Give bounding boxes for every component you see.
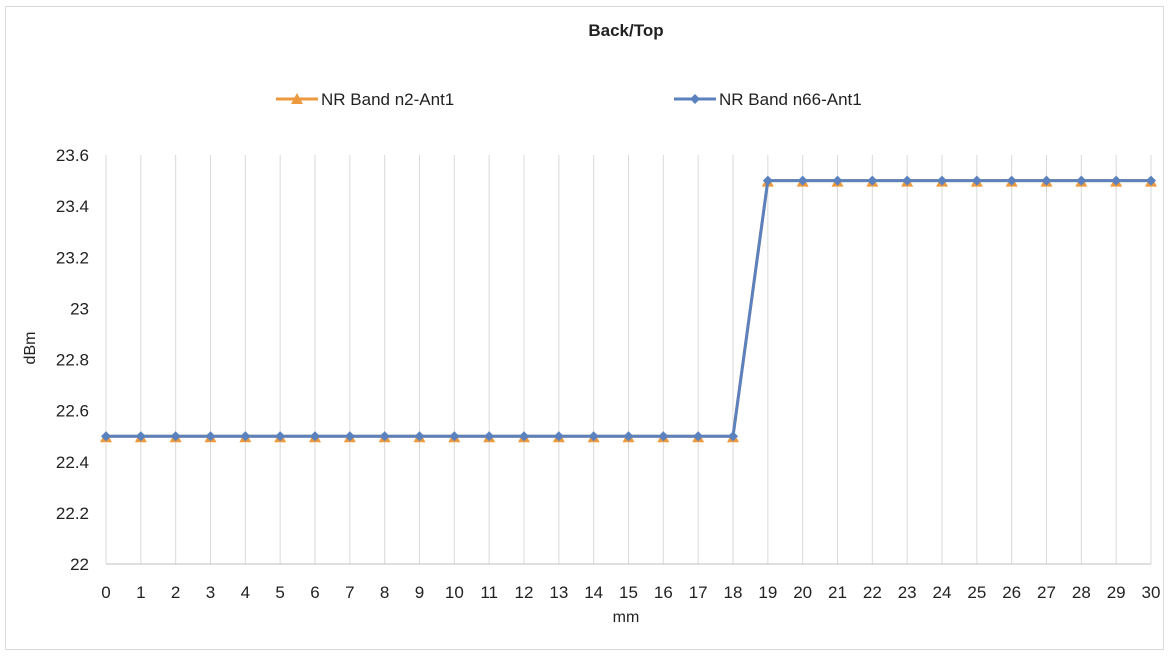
x-tick-label: 23 — [898, 583, 917, 602]
data-point — [971, 175, 982, 186]
x-tick-label: 8 — [380, 583, 389, 602]
data-point — [275, 431, 286, 442]
data-point — [762, 175, 773, 186]
chart-title: Back/Top — [588, 21, 663, 40]
data-point — [623, 431, 634, 442]
series-layer — [100, 175, 1157, 443]
data-point — [1076, 175, 1087, 186]
series-1 — [101, 175, 1156, 442]
x-tick-label: 17 — [689, 583, 708, 602]
x-tick-label: 0 — [101, 583, 110, 602]
data-point — [101, 431, 111, 442]
data-point — [728, 431, 738, 442]
data-point — [344, 431, 355, 442]
x-tick-label: 26 — [1002, 583, 1021, 602]
x-tick-label: 5 — [275, 583, 284, 602]
x-tick-label: 24 — [933, 583, 952, 602]
x-tick-label: 14 — [584, 583, 603, 602]
x-tick-label: 1 — [136, 583, 145, 602]
x-tick-label: 16 — [654, 583, 673, 602]
data-point — [449, 431, 460, 442]
legend-item-n2[interactable]: NR Band n2-Ant1 — [276, 90, 454, 109]
y-tick-labels: 22 22.2 22.4 22.6 22.8 23 23.2 23.4 23.6 — [56, 146, 89, 574]
data-point — [414, 431, 425, 442]
data-point — [240, 431, 251, 442]
x-tick-label: 11 — [480, 583, 498, 602]
y-tick-label: 22.2 — [56, 504, 89, 523]
y-tick-label: 23.6 — [56, 146, 89, 165]
x-tick-label: 25 — [967, 583, 986, 602]
x-tick-label: 6 — [310, 583, 319, 602]
data-point — [553, 431, 564, 442]
data-point — [693, 431, 704, 442]
data-point — [658, 431, 669, 442]
data-point — [588, 431, 599, 442]
legend-item-n66[interactable]: NR Band n66-Ant1 — [674, 90, 862, 109]
y-tick-label: 23 — [70, 299, 89, 318]
x-tick-label: 9 — [415, 583, 424, 602]
y-tick-label: 22 — [70, 555, 89, 574]
legend: NR Band n2-Ant1 NR Band n66-Ant1 — [276, 90, 862, 109]
data-point — [902, 175, 913, 186]
x-tick-label: 27 — [1037, 583, 1056, 602]
x-tick-labels: 0 1 2 3 4 5 6 7 8 9 10 11 12 13 14 15 16 17 18 19 20 21 22 23 24… — [101, 583, 1160, 602]
x-tick-label: 12 — [515, 583, 534, 602]
gridlines — [105, 155, 1152, 564]
x-tick-label: 22 — [863, 583, 882, 602]
data-point — [797, 175, 808, 186]
x-tick-label: 10 — [445, 583, 464, 602]
data-point — [379, 431, 390, 442]
x-tick-label: 7 — [345, 583, 354, 602]
data-point — [1111, 175, 1122, 186]
x-tick-label: 29 — [1107, 583, 1126, 602]
data-point — [832, 175, 843, 186]
data-point — [1006, 175, 1017, 186]
x-tick-label: 15 — [619, 583, 638, 602]
data-point — [867, 175, 878, 186]
x-tick-label: 2 — [171, 583, 180, 602]
legend-label-n2: NR Band n2-Ant1 — [321, 90, 454, 109]
y-tick-label: 22.6 — [56, 402, 89, 421]
data-point — [135, 431, 146, 442]
y-axis-title: dBm — [22, 332, 39, 365]
y-tick-label: 22.4 — [56, 453, 89, 472]
x-tick-label: 18 — [724, 583, 743, 602]
legend-marker-n66 — [690, 94, 700, 104]
x-tick-label: 19 — [758, 583, 777, 602]
data-point — [310, 431, 320, 442]
data-point — [170, 431, 181, 442]
x-tick-label: 4 — [241, 583, 250, 602]
y-tick-label: 22.8 — [56, 351, 89, 370]
data-point — [937, 175, 947, 186]
legend-label-n66: NR Band n66-Ant1 — [719, 90, 862, 109]
data-point — [1146, 175, 1156, 186]
x-tick-label: 28 — [1072, 583, 1091, 602]
y-tick-label: 23.4 — [56, 197, 89, 216]
x-tick-label: 20 — [793, 583, 812, 602]
data-point — [519, 431, 529, 442]
x-tick-label: 13 — [549, 583, 568, 602]
data-point — [1041, 175, 1052, 186]
legend-marker-n2 — [291, 93, 303, 104]
data-point — [205, 431, 216, 442]
x-tick-label: 21 — [828, 583, 847, 602]
x-tick-label: 3 — [206, 583, 215, 602]
data-point — [484, 431, 495, 442]
y-tick-label: 23.2 — [56, 248, 89, 267]
chart-frame — [5, 6, 1164, 650]
x-tick-label: 30 — [1142, 583, 1161, 602]
x-axis-title: mm — [613, 609, 640, 626]
